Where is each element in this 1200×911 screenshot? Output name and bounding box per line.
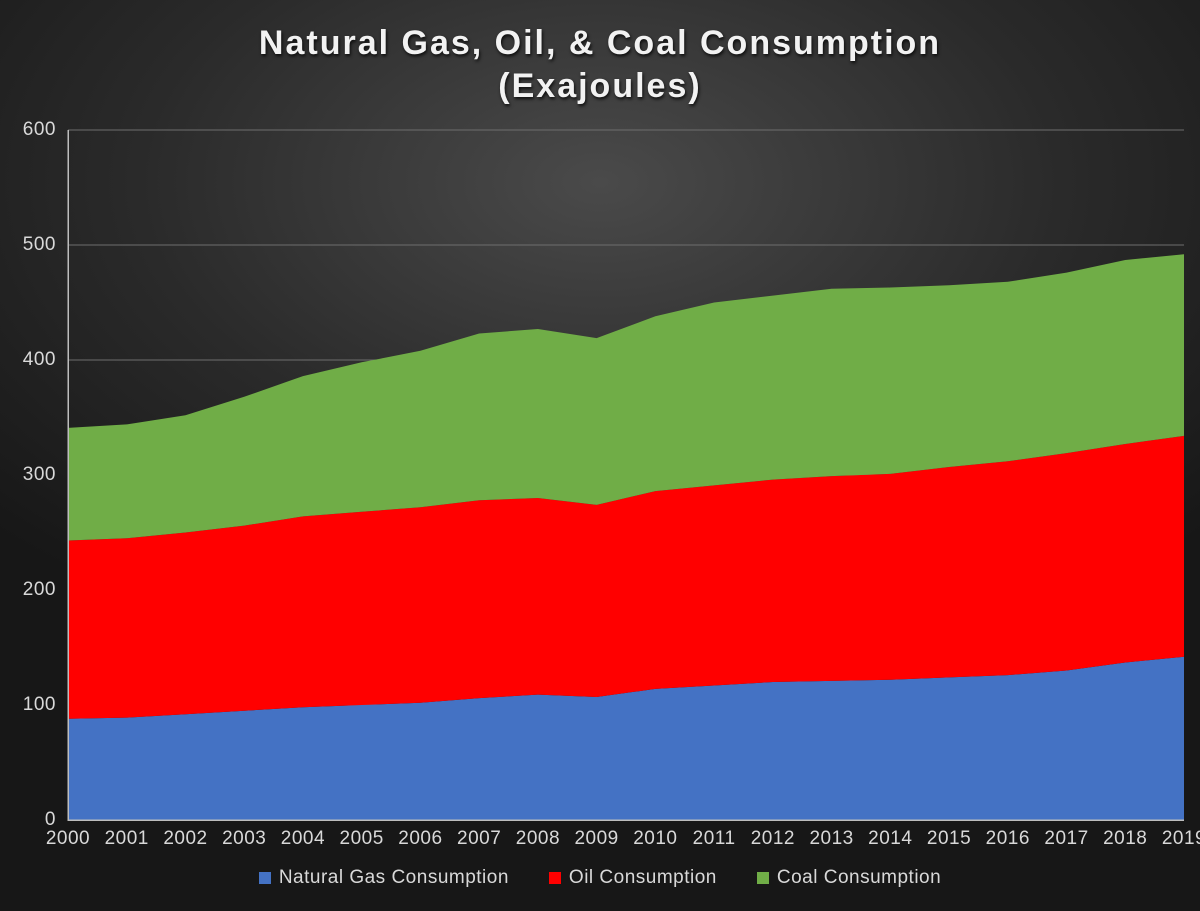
y-tick-label: 500: [23, 234, 56, 256]
x-tick-label: 2002: [163, 828, 207, 850]
x-tick-label: 2008: [516, 828, 560, 850]
x-tick-label: 2015: [927, 828, 971, 850]
x-tick-label: 2019: [1162, 828, 1200, 850]
legend-item-natural-gas: Natural Gas Consumption: [259, 867, 509, 889]
plot-svg: [68, 130, 1184, 820]
y-tick-label: 300: [23, 464, 56, 486]
x-tick-label: 2014: [868, 828, 912, 850]
legend-swatch-coal: [757, 872, 769, 884]
x-tick-label: 2004: [281, 828, 325, 850]
legend-swatch-oil: [549, 872, 561, 884]
x-tick-label: 2006: [398, 828, 442, 850]
legend-item-coal: Coal Consumption: [757, 867, 941, 889]
y-tick-label: 100: [23, 694, 56, 716]
x-tick-label: 2007: [457, 828, 501, 850]
x-tick-label: 2003: [222, 828, 266, 850]
x-tick-label: 2010: [633, 828, 677, 850]
y-tick-label: 600: [23, 119, 56, 141]
x-tick-label: 2001: [105, 828, 149, 850]
x-tick-label: 2018: [1103, 828, 1147, 850]
x-tick-label: 2017: [1044, 828, 1088, 850]
x-tick-label: 2000: [46, 828, 90, 850]
plot-area: 0100200300400500600200020012002200320042…: [68, 130, 1184, 820]
chart-title: Natural Gas, Oil, & Coal Consumption (Ex…: [0, 22, 1200, 107]
x-tick-label: 2016: [986, 828, 1030, 850]
y-tick-label: 400: [23, 349, 56, 371]
energy-consumption-chart: Natural Gas, Oil, & Coal Consumption (Ex…: [0, 0, 1200, 911]
x-tick-label: 2005: [340, 828, 384, 850]
x-tick-label: 2011: [693, 828, 736, 850]
chart-legend: Natural Gas Consumption Oil Consumption …: [0, 867, 1200, 889]
x-tick-label: 2012: [751, 828, 795, 850]
legend-label-coal: Coal Consumption: [777, 867, 941, 889]
legend-label-oil: Oil Consumption: [569, 867, 717, 889]
legend-swatch-natural-gas: [259, 872, 271, 884]
y-tick-label: 200: [23, 579, 56, 601]
x-tick-label: 2009: [574, 828, 618, 850]
legend-label-natural-gas: Natural Gas Consumption: [279, 867, 509, 889]
legend-item-oil: Oil Consumption: [549, 867, 717, 889]
x-tick-label: 2013: [809, 828, 853, 850]
